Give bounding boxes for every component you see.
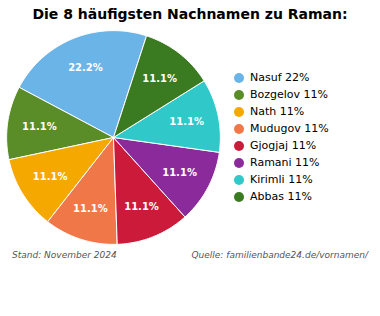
svg-text:11.1%: 11.1% — [169, 116, 204, 127]
html-text:Bozgelov 11%: Bozgelov 11% — [250, 88, 328, 101]
html-text:Gjogjaj 11%: Gjogjaj 11% — [250, 139, 317, 152]
html-text:Abbas 11%: Abbas 11% — [250, 190, 312, 203]
html-text:Nasuf 22%: Nasuf 22% — [250, 71, 310, 84]
html-text:Nath 11%: Nath 11% — [250, 105, 305, 118]
svg-text:22.2%: 22.2% — [68, 62, 103, 73]
svg-text:11.1%: 11.1% — [142, 73, 177, 84]
html-text:Kirimli 11%: Kirimli 11% — [250, 173, 313, 186]
svg-text:11.1%: 11.1% — [162, 167, 197, 178]
svg-text:11.1%: 11.1% — [124, 201, 159, 212]
svg-text:11.1%: 11.1% — [22, 121, 57, 132]
html-text:Quelle: familienbande24.de/vor: Quelle: familienbande24.de/vornamen/ — [191, 250, 368, 260]
html-text:Stand: November 2024: Stand: November 2024 — [12, 250, 117, 260]
html-text:Ramani 11%: Ramani 11% — [250, 156, 320, 169]
html-text:Mudugov 11%: Mudugov 11% — [250, 122, 329, 135]
html-text:Die 8 häufigsten Nachnamen zu: Die 8 häufigsten Nachnamen zu Raman: — [32, 6, 348, 22]
svg-text:11.1%: 11.1% — [33, 171, 68, 182]
svg-text:11.1%: 11.1% — [73, 203, 108, 214]
